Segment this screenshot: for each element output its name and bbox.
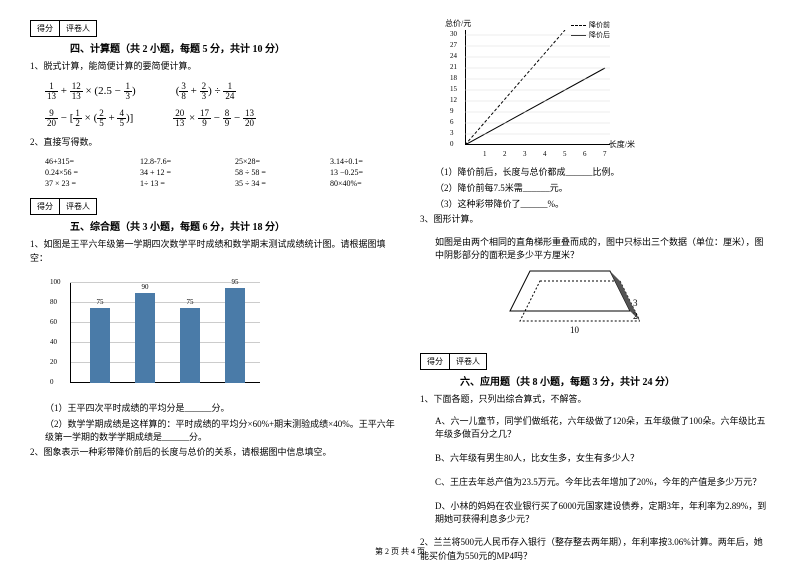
line-sub3: （3）这种彩带降价了______%。 xyxy=(435,197,770,210)
expr-2: (38 + 23) ÷ 124 xyxy=(176,82,237,101)
bar-1 xyxy=(90,308,110,383)
x-axis-title: 长度/米 xyxy=(609,139,635,150)
calc-cell: 37 × 23 = xyxy=(45,179,115,188)
calc-cell: 35 ÷ 34 = xyxy=(235,179,305,188)
right-column: 降价前 降价后 总价/元 0 3 6 9 12 15 18 21 24 27 3… xyxy=(420,20,770,571)
score-label: 得分 xyxy=(421,354,450,369)
expr-1: 113 + 1213 × (2.5 − 13) xyxy=(45,82,136,101)
q3-text: 如图是由两个相同的直角梯形重叠而成的，图中只标出三个数据（单位：厘米），图中阴影… xyxy=(435,235,770,261)
bar-3 xyxy=(180,308,200,383)
q6-1a: A、六一儿童节，同学们做纸花，六年级做了120朵，五年级做了100朵。六年级比五… xyxy=(435,414,770,440)
q4-1: 1、脱式计算，能简便计算的要简便计算。 xyxy=(30,60,400,74)
math-row-2: 920 − [12 × (25 + 45)] 2013 × 179 − 89 −… xyxy=(45,109,400,128)
q5-2: 2、图象表示一种彩带降价前后的长度与总价的关系，请根据图中信息填空。 xyxy=(30,446,400,460)
line-sub2: （2）降价前每7.5米需______元。 xyxy=(435,181,770,194)
reviewer-label: 评卷人 xyxy=(450,354,486,369)
y-axis-title: 总价/元 xyxy=(445,18,471,29)
q5-1: 1、如图是王平六年级第一学期四次数学平时成绩和数学期末测试成绩统计图。请根据图填… xyxy=(30,238,400,265)
calc-cell: 12.8-7.6= xyxy=(140,157,210,166)
line-chart-svg xyxy=(465,30,610,145)
score-box: 得分 评卷人 xyxy=(420,353,487,370)
calc-cell: 0.24×56 = xyxy=(45,168,115,177)
reviewer-label: 评卷人 xyxy=(60,21,96,36)
math-row-1: 113 + 1213 × (2.5 − 13) (38 + 23) ÷ 124 xyxy=(45,82,400,101)
q5-1-sub1: （1）王平四次平时成绩的平均分是______分。 xyxy=(45,401,400,414)
trapezoid-figure: 10 3 2 xyxy=(500,266,770,338)
q5-1-sub2: （2）数学学期成绩是这样算的：平时成绩的平均分×60%+期末测验成绩×40%。王… xyxy=(45,417,400,443)
line-chart: 降价前 降价后 总价/元 0 3 6 9 12 15 18 21 24 27 3… xyxy=(440,20,620,160)
line-sub1: （1）降价前后，长度与总价都成______比例。 xyxy=(435,165,770,178)
calc-cell: 58 ÷ 58 = xyxy=(235,168,305,177)
score-label: 得分 xyxy=(31,199,60,214)
score-box: 得分 评卷人 xyxy=(30,20,97,37)
calc-cell: 25×28= xyxy=(235,157,305,166)
section-6-title: 六、应用题（共 8 小题，每题 3 分，共计 24 分） xyxy=(460,373,770,388)
q6-1d: D、小林的妈妈在农业银行买了6000元国家建设债券，定期3年，年利率为2.89%… xyxy=(435,499,770,525)
section-4-title: 四、计算题（共 2 小题，每题 5 分，共计 10 分） xyxy=(70,40,400,55)
calc-cell: 13 −0.25= xyxy=(330,168,400,177)
calc-cell: 80×40%= xyxy=(330,179,400,188)
score-box: 得分 评卷人 xyxy=(30,198,97,215)
calc-cell: 1÷ 13 = xyxy=(140,179,210,188)
page-footer: 第 2 页 共 4 页 xyxy=(0,546,800,557)
left-column: 得分 评卷人 四、计算题（共 2 小题，每题 5 分，共计 10 分） 1、脱式… xyxy=(30,20,400,571)
q6-1c: C、王庄去年总产值为23.5万元。今年比去年增加了20%，今年的产值是多少万元？ xyxy=(435,475,770,488)
section-5-title: 五、综合题（共 3 小题，每题 6 分，共计 18 分） xyxy=(70,218,400,233)
trap-h: 3 xyxy=(633,298,638,308)
calc-cell: 3.14÷0.1= xyxy=(330,157,400,166)
direct-calc-table: 46+315= 12.8-7.6= 25×28= 3.14÷0.1= 0.24×56 … xyxy=(45,157,400,188)
score-label: 得分 xyxy=(31,21,60,36)
trap-gap: 2 xyxy=(633,311,638,321)
expr-3: 920 − [12 × (25 + 45)] xyxy=(45,109,133,128)
trap-bottom: 10 xyxy=(570,325,580,335)
reviewer-label: 评卷人 xyxy=(60,199,96,214)
bar-2 xyxy=(135,293,155,383)
q3-title: 3、图形计算。 xyxy=(420,213,770,227)
q6-1b: B、六年级有男生80人，比女生多，女生有多少人？ xyxy=(435,451,770,464)
q4-2: 2、直接写得数。 xyxy=(30,136,400,150)
expr-4: 2013 × 179 − 89 − 1320 xyxy=(173,109,256,128)
calc-cell: 46+315= xyxy=(45,157,115,166)
page: 得分 评卷人 四、计算题（共 2 小题，每题 5 分，共计 10 分） 1、脱式… xyxy=(0,0,800,581)
bar-4 xyxy=(225,288,245,383)
calc-cell: 34 + 12 = xyxy=(140,168,210,177)
bar-chart: 0 20 40 60 80 100 75 90 75 95 xyxy=(50,273,270,393)
q6-1: 1、下面各题，只列出综合算式，不解答。 xyxy=(420,393,770,407)
